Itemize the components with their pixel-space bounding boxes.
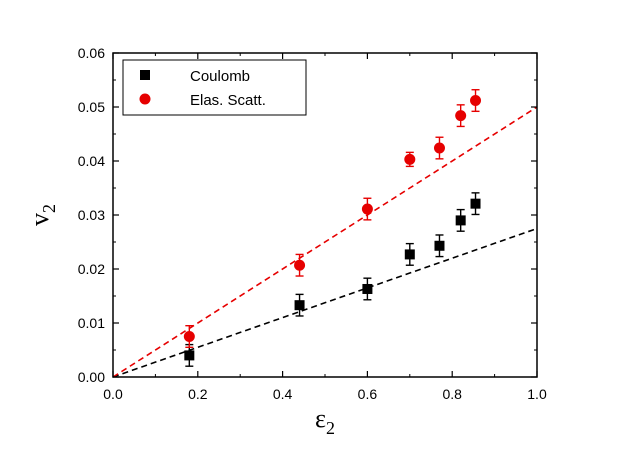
y-tick-label: 0.01 <box>78 315 105 331</box>
y-tick-label: 0.03 <box>78 207 105 223</box>
y-axis-label: v2 <box>25 204 59 226</box>
point-elas-scatt <box>404 153 416 165</box>
x-tick-label: 0.0 <box>103 386 123 402</box>
legend-label-coulomb: Coulomb <box>190 68 250 85</box>
legend: Coulomb Elas. Scatt. <box>122 59 307 116</box>
point-elas-scatt <box>455 110 467 122</box>
data-points <box>183 89 482 367</box>
x-tick-label: 0.6 <box>358 386 378 402</box>
legend-marker-elas-scatt <box>139 93 151 105</box>
legend-marker-coulomb <box>140 70 150 80</box>
y-tick-label: 0.02 <box>78 261 105 277</box>
y-tick-label: 0.05 <box>78 99 105 115</box>
point-elas-scatt <box>294 259 306 271</box>
x-axis-label-main: ε <box>315 404 326 433</box>
point-elas-scatt <box>183 331 195 342</box>
point-elas-scatt <box>470 95 482 107</box>
point-coulomb <box>294 300 305 311</box>
x-tick-label: 0.2 <box>188 386 208 402</box>
axis-ticks: 0.0 0.2 0.4 0.6 0.8 1.0 0.00 0.01 0.02 0.03 0.04 0.… <box>78 45 547 402</box>
y-tick-label: 0.04 <box>78 153 105 169</box>
y-tick-label: 0.06 <box>78 45 105 61</box>
point-coulomb <box>455 215 466 226</box>
x-tick-label: 1.0 <box>527 386 547 402</box>
point-coulomb <box>470 198 481 209</box>
point-elas-scatt <box>433 142 445 154</box>
x-tick-label: 0.4 <box>273 386 293 402</box>
point-coulomb <box>362 283 373 294</box>
fit-line-coulomb <box>112 227 538 378</box>
x-axis-label: ε2 <box>315 404 335 438</box>
x-axis-label-subscript: 2 <box>326 418 335 438</box>
legend-label-elas-scatt: Elas. Scatt. <box>190 92 266 109</box>
fit-lines <box>112 106 538 378</box>
y-tick-label: 0.00 <box>78 369 105 385</box>
y-axis-label-subscript: 2 <box>39 204 59 213</box>
point-coulomb <box>184 350 195 361</box>
x-tick-label: 0.8 <box>442 386 462 402</box>
point-elas-scatt <box>361 203 373 215</box>
y-axis-label-main: v <box>25 213 54 226</box>
point-coulomb <box>434 240 445 251</box>
legend-box <box>122 59 307 116</box>
point-coulomb <box>404 249 415 260</box>
fit-line-elas-scatt <box>112 106 538 378</box>
